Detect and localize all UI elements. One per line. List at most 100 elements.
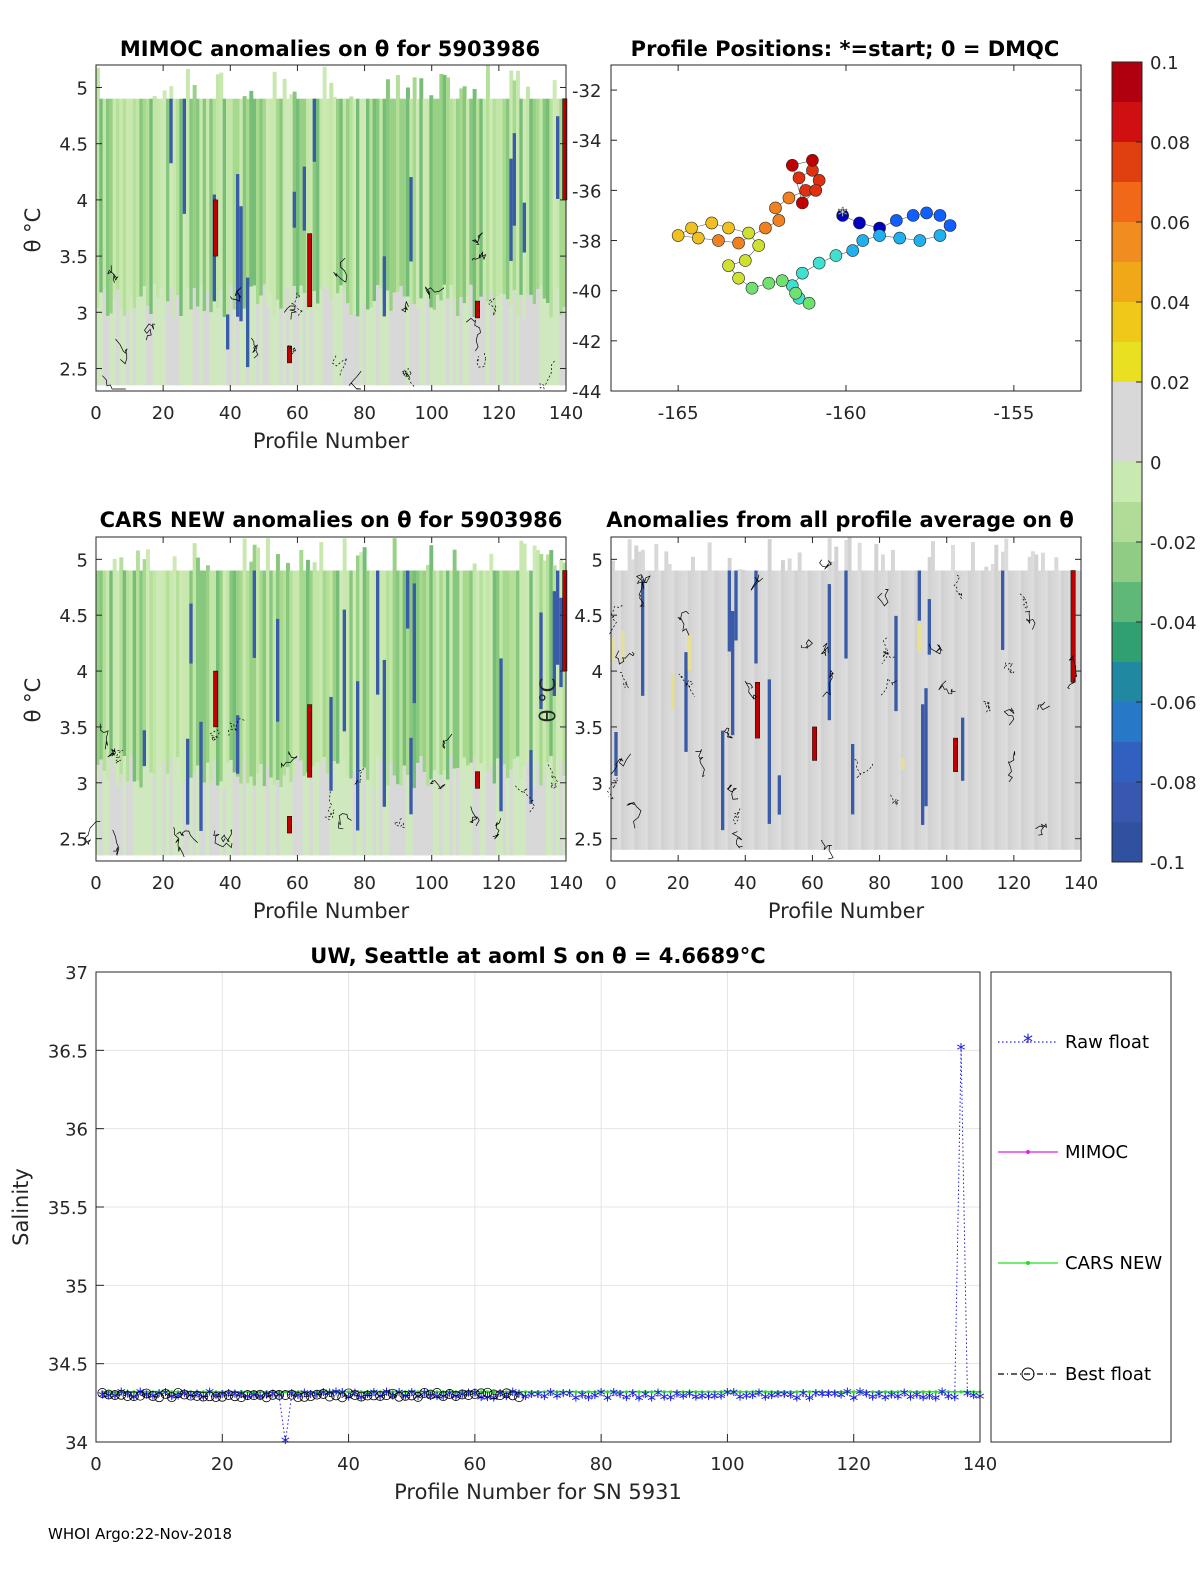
raw-float-point: * [407, 1385, 416, 1406]
colorbar-block [1112, 742, 1142, 783]
heat-column [149, 570, 154, 773]
heat-column [129, 98, 134, 296]
heat-column-lower [329, 759, 334, 856]
heat-column-lower [172, 785, 177, 856]
heat-column-lower [96, 308, 100, 386]
y-tick-label: -42 [572, 332, 601, 353]
raw-float-point: * [401, 1389, 410, 1410]
heat-column [634, 545, 639, 850]
heat-column-lower [139, 296, 144, 386]
raw-float-point: * [647, 1391, 656, 1412]
positions-track: * [671, 153, 957, 310]
contour-line [821, 642, 829, 657]
heat-column-lower [419, 756, 424, 856]
heat-column-lower [222, 317, 227, 386]
heat-stripe-blue [312, 98, 317, 162]
best-float-point [103, 1389, 114, 1400]
heat-column-lower [352, 771, 357, 856]
heat-column-lower [379, 288, 384, 386]
heat-column [142, 98, 147, 287]
contour-line [401, 301, 409, 313]
cars-point [163, 1390, 168, 1394]
cars-point [826, 1390, 831, 1394]
heat-column [1077, 570, 1082, 850]
raw-float-point: * [679, 1388, 688, 1409]
x-tick-label: 20 [667, 873, 690, 894]
heat-column [526, 86, 530, 296]
cars-point [605, 1390, 610, 1394]
heat-column [911, 570, 915, 850]
cars-point [492, 1390, 496, 1394]
raw-float-point: * [628, 1386, 637, 1407]
raw-float-point: * [439, 1389, 448, 1410]
heat-column-lower [399, 785, 404, 856]
raw-float-point: * [489, 1390, 498, 1411]
contour-line [615, 650, 635, 665]
heat-stripe-blue [169, 98, 174, 164]
cars-x-ticks: 0 20 40 60 80 100 120 140 [90, 537, 583, 894]
raw-float-point: * [382, 1385, 391, 1406]
raw-float-point: * [666, 1390, 675, 1411]
heat-column [681, 570, 685, 850]
heat-column [971, 541, 975, 850]
heat-column-lower [559, 314, 564, 386]
heat-column-lower [272, 785, 277, 856]
heat-stripe-blue [512, 133, 517, 226]
contour-line [619, 671, 630, 690]
contour-line [1007, 751, 1016, 783]
heat-column [309, 570, 314, 767]
heat-column-lower [279, 308, 284, 386]
cars-point [921, 1390, 925, 1394]
heat-column [821, 570, 825, 850]
heat-column-lower [502, 294, 507, 386]
heat-column [472, 89, 477, 317]
contour-line [881, 637, 889, 664]
colorbar-ticks: 0.1 0.08 0.06 0.04 0.02 0 -0.02 -0.04 -0.06 -0.08… [1136, 53, 1197, 874]
best-float-point [438, 1391, 449, 1402]
heat-stripe-blue [552, 591, 557, 696]
heat-column [934, 570, 939, 850]
raw-float-point: * [136, 1384, 145, 1405]
heat-column [422, 570, 427, 773]
heat-column [861, 570, 865, 850]
colorbar-block [1112, 62, 1142, 103]
cars-point [435, 1390, 439, 1394]
positions-axes-box [610, 64, 1082, 392]
raw-float-point: * [565, 1386, 574, 1407]
heat-column [346, 570, 350, 777]
heat-column [492, 98, 497, 315]
x-tick-label: 120 [997, 873, 1031, 894]
heat-column [964, 570, 969, 850]
x-tick-label: 60 [286, 873, 309, 894]
profile-position-point [853, 216, 866, 230]
heat-column-lower [296, 297, 300, 386]
positions-title: Profile Positions: *=start; 0 = DMQC [631, 37, 1060, 61]
heat-column-lower [376, 285, 380, 386]
heat-column [671, 570, 675, 850]
raw-float-point: * [622, 1390, 631, 1411]
best-float-point [198, 1391, 209, 1402]
heat-column [422, 98, 427, 295]
heat-column [239, 570, 244, 784]
avg-anomaly-panel: Anomalies from all profile average on θ … [536, 508, 1098, 923]
heat-column [526, 570, 530, 762]
contour-line [854, 759, 874, 779]
heat-column-lower [126, 311, 130, 386]
raw-float-point: * [881, 1390, 890, 1411]
best-float-point [495, 1390, 506, 1401]
y-tick-label: 3 [77, 303, 88, 324]
heat-column [282, 570, 287, 776]
heat-column-lower [292, 775, 297, 856]
raw-float-point: * [224, 1386, 233, 1407]
cars-point [346, 1390, 351, 1394]
heat-column [627, 539, 632, 850]
heat-column [306, 559, 310, 773]
colorbar-block [1112, 222, 1142, 263]
heat-column-lower [499, 773, 504, 856]
contour-line [471, 232, 483, 245]
heat-column [482, 98, 487, 293]
heat-stripe-blue [246, 277, 251, 368]
profile-position-point [685, 221, 698, 235]
heat-column [747, 570, 752, 850]
cars-point [669, 1390, 673, 1394]
